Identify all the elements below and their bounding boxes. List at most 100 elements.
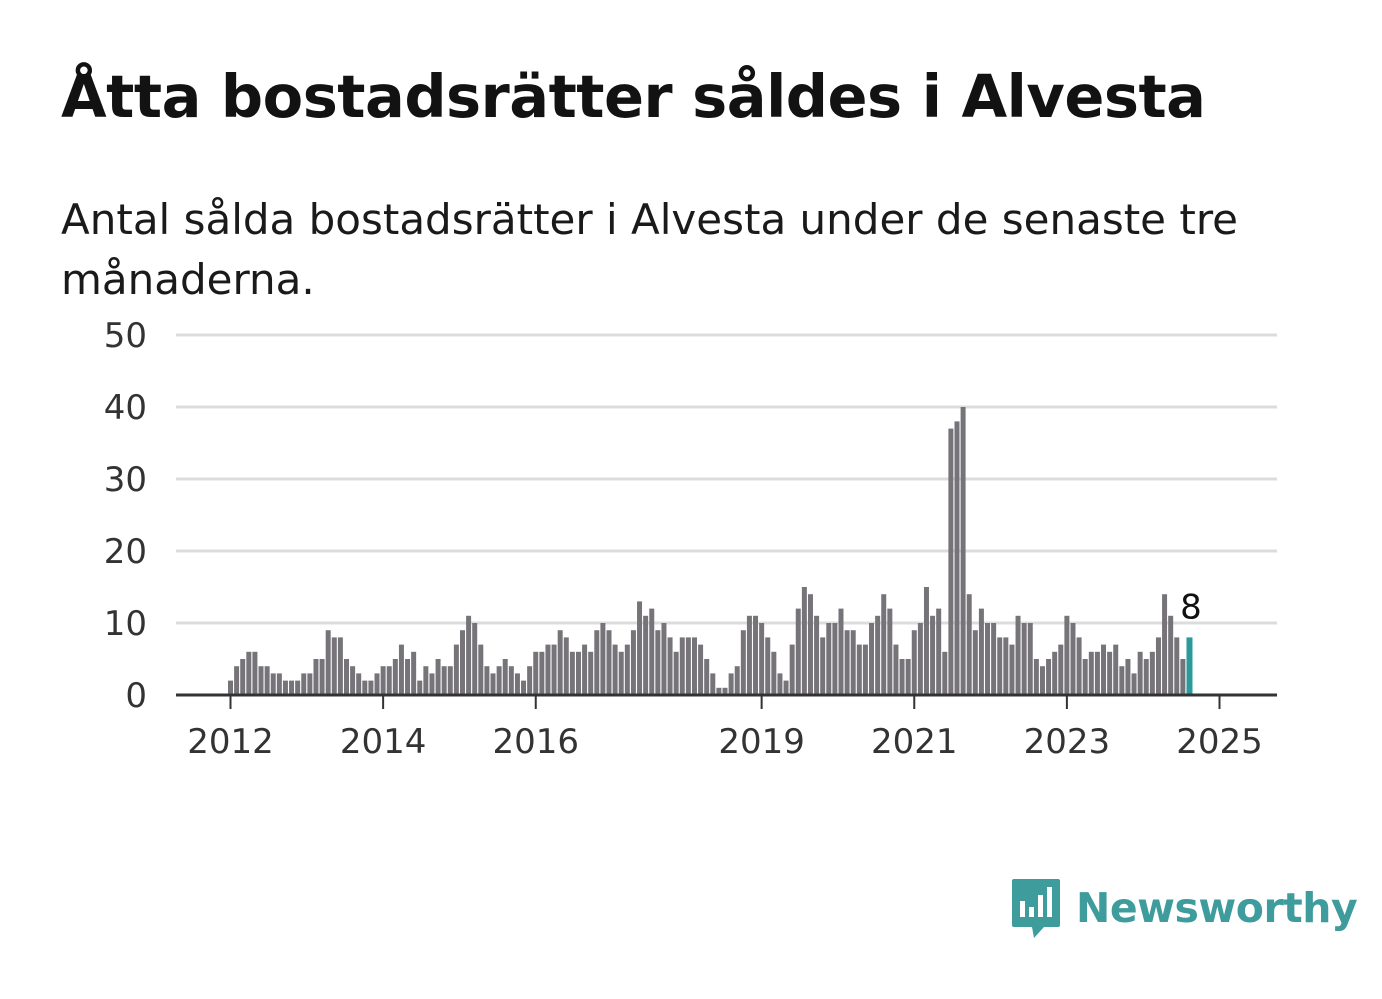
y-tick-label: 0 (125, 676, 147, 716)
bar (875, 615, 881, 695)
newsworthy-logo: Newsworthy (1010, 876, 1358, 940)
bar (368, 680, 374, 695)
bar (789, 644, 795, 695)
bar (337, 637, 343, 695)
y-tick-label: 50 (104, 316, 147, 356)
bar (954, 421, 960, 695)
bar (923, 587, 929, 695)
bar (319, 659, 325, 695)
bar (716, 687, 722, 695)
bar (521, 680, 527, 695)
bar (655, 630, 661, 695)
bar (1168, 615, 1174, 695)
bar (466, 615, 472, 695)
bar (1149, 651, 1155, 695)
bar (582, 644, 588, 695)
bar (1094, 651, 1100, 695)
bar (276, 673, 282, 695)
bar (765, 637, 771, 695)
bar (1137, 651, 1143, 695)
bar (386, 666, 392, 695)
bar (441, 666, 447, 695)
bar (1155, 637, 1161, 695)
bar (594, 630, 600, 695)
bar (1180, 659, 1186, 695)
bar (1027, 623, 1033, 695)
bar (1162, 594, 1168, 695)
bar (325, 630, 331, 695)
bar (1131, 673, 1137, 695)
highlighted-bar (1186, 637, 1193, 695)
bar (710, 673, 716, 695)
bar (246, 651, 252, 695)
bar (820, 637, 826, 695)
bar (911, 630, 917, 695)
bar (667, 637, 673, 695)
bar (1076, 637, 1082, 695)
bar (563, 637, 569, 695)
bar (826, 623, 832, 695)
bar (423, 666, 429, 695)
bar (496, 666, 502, 695)
bar (1015, 615, 1021, 695)
bar (447, 666, 453, 695)
bar (1046, 659, 1052, 695)
bar (893, 644, 899, 695)
bar (685, 637, 691, 695)
bar (514, 673, 520, 695)
bar (478, 644, 484, 695)
bar (985, 623, 991, 695)
bar (270, 673, 276, 695)
bar (282, 680, 288, 695)
bar (392, 659, 398, 695)
x-tick-label: 2025 (1176, 722, 1263, 762)
bar (411, 651, 417, 695)
bar (691, 637, 697, 695)
bar (350, 666, 356, 695)
y-tick-label: 40 (104, 388, 147, 428)
bar (1039, 666, 1045, 695)
bar (1174, 637, 1180, 695)
bar (722, 687, 728, 695)
bar (1052, 651, 1058, 695)
bar (728, 673, 734, 695)
bar (228, 680, 233, 695)
bar (1101, 644, 1107, 695)
grid-lines (176, 333, 1277, 625)
bar (417, 680, 423, 695)
bar (301, 673, 307, 695)
bar (649, 608, 655, 695)
bar (569, 651, 575, 695)
bar (331, 637, 337, 695)
bar (991, 623, 997, 695)
bar (1119, 666, 1125, 695)
bar (435, 659, 441, 695)
bar (1009, 644, 1015, 695)
bar (472, 623, 478, 695)
labels: 0 10 20 30 40 50 8 2012 2014 2016 2019 2021 2023 2025 (104, 316, 1263, 762)
bar (508, 666, 514, 695)
y-tick-label: 20 (104, 532, 147, 572)
bar (1107, 651, 1113, 695)
bar-chart: 0 10 20 30 40 50 8 2012 2014 2016 2019 2021 2023 2025 (104, 316, 1277, 762)
bar (777, 673, 783, 695)
bar (612, 644, 618, 695)
bar (1125, 659, 1131, 695)
bar (759, 623, 765, 695)
bar (1033, 659, 1039, 695)
bar (362, 680, 368, 695)
x-tick-label: 2012 (187, 722, 274, 762)
bar (734, 666, 740, 695)
bar (234, 666, 240, 695)
bar (679, 637, 685, 695)
bar (624, 644, 630, 695)
bar (905, 659, 911, 695)
bar (380, 666, 386, 695)
x-tick-label: 2019 (718, 722, 805, 762)
bar (1003, 637, 1009, 695)
y-tick-label: 10 (104, 604, 147, 644)
bar (295, 680, 301, 695)
bar (942, 651, 948, 695)
bar (807, 594, 813, 695)
bar (936, 608, 942, 695)
